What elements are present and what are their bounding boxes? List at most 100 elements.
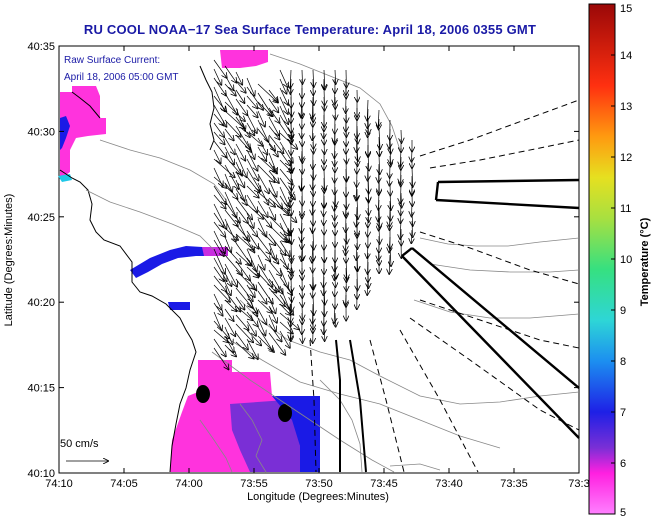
current-vector: [213, 293, 221, 310]
current-vector: [257, 128, 275, 151]
x-axis: 74:10 74:05 74:00 73:55 73:50 73:45 73:40 73:35…: [45, 46, 590, 490]
y-tick-label: 40:15: [27, 383, 55, 395]
current-vector: [367, 279, 368, 295]
current-vector: [257, 317, 265, 335]
current-vector: [412, 166, 413, 187]
current-vector: [257, 245, 270, 261]
current-vector: [313, 87, 314, 105]
x-tick-label: 73:3: [568, 478, 589, 490]
current-vector: [291, 96, 292, 116]
current-label-line2: April 18, 2006 05:00 GMT: [64, 72, 179, 83]
current-vector: [279, 96, 288, 114]
current-vector: [224, 182, 238, 199]
sst-patch-south-blue: [272, 396, 320, 472]
current-vector: [213, 68, 221, 85]
current-vector: [224, 254, 242, 275]
sst-patch-west-blue: [60, 116, 70, 150]
current-vector: [257, 146, 266, 161]
current-vector: [390, 245, 391, 266]
current-vector: [257, 227, 275, 245]
current-vector: [368, 207, 369, 222]
current-vector: [246, 266, 258, 278]
current-vector: [213, 212, 224, 227]
y-tick-label: 40:20: [27, 297, 55, 309]
current-vector: [246, 203, 263, 219]
current-vector: [257, 101, 272, 116]
current-vector: [246, 338, 258, 359]
current-vector: [367, 99, 368, 121]
current-vector: [313, 69, 314, 87]
current-vector: [290, 78, 291, 94]
current-vector: [224, 146, 234, 164]
current-vector: [224, 335, 234, 352]
current-vector: [313, 141, 314, 153]
colorbar: [588, 3, 616, 515]
current-vector: [213, 113, 224, 126]
current-vector: [268, 251, 278, 264]
current-vector: [268, 260, 281, 276]
current-vector: [279, 87, 288, 105]
current-vector: [246, 212, 254, 228]
current-vector: [213, 284, 230, 302]
current-vector: [368, 117, 369, 134]
current-vector: [302, 330, 303, 343]
current-vector: [335, 69, 336, 84]
colorbar-ticks: 15 14 13 12 11 10 9 8 7 6 5: [611, 3, 632, 519]
current-vector: [411, 229, 412, 243]
current-vector: [400, 219, 401, 239]
x-tick-label: 73:50: [305, 478, 333, 490]
current-vector: [378, 109, 379, 127]
current-vector: [313, 294, 314, 315]
current-vector: [291, 285, 292, 302]
current-vector: [257, 164, 275, 182]
current-vector: [235, 314, 249, 330]
current-vector: [213, 239, 224, 256]
current-vector: [291, 231, 292, 244]
current-vector: [224, 119, 241, 137]
current-vector: [224, 173, 232, 192]
current-vector: [324, 96, 325, 111]
colorbar-tick-label: 15: [620, 3, 632, 15]
current-vector: [268, 269, 283, 294]
current-vector: [246, 140, 255, 159]
current-vector: [246, 122, 254, 135]
current-vector: [357, 143, 358, 161]
current-vector: [257, 299, 272, 313]
current-vector: [235, 305, 253, 320]
x-tick-label: 74:10: [45, 478, 73, 490]
current-vector: [268, 125, 280, 139]
current-vector: [335, 204, 336, 220]
current-vector: [213, 221, 225, 237]
y-axis: 40:35 40:30 40:25 40:20 40:15 40:10: [27, 41, 579, 480]
current-vector: [302, 150, 303, 161]
current-vector: [213, 347, 229, 369]
current-vector: [313, 231, 314, 250]
x-tick-label: 74:05: [110, 478, 138, 490]
colorbar-tick-label: 12: [620, 152, 632, 164]
current-vector: [368, 162, 369, 181]
y-axis-label: Latitude (Degrees:Minutes): [3, 194, 15, 327]
current-vector: [213, 59, 227, 78]
sst-patch-north-magenta: [220, 50, 268, 68]
current-vector: [257, 272, 276, 293]
current-vector: [224, 209, 238, 226]
coastline: [59, 65, 215, 473]
current-vector: [312, 123, 313, 140]
colorbar-tick-label: 5: [620, 507, 626, 519]
current-vector: [379, 127, 380, 149]
current-vector: [257, 263, 272, 287]
current-vector: [235, 152, 247, 177]
current-vector: [324, 285, 325, 305]
current-vector: [246, 248, 257, 271]
current-vector: [213, 95, 226, 112]
current-vector: [390, 173, 391, 186]
current-vector: [324, 141, 325, 154]
current-vector: [235, 179, 245, 201]
current-vector: [213, 149, 221, 163]
current-vector: [224, 263, 237, 287]
current-vector: [224, 128, 234, 140]
current-vector: [246, 311, 258, 326]
colorbar-tick-label: 7: [620, 407, 626, 419]
current-vector: [291, 249, 292, 260]
current-vector: [379, 154, 380, 174]
